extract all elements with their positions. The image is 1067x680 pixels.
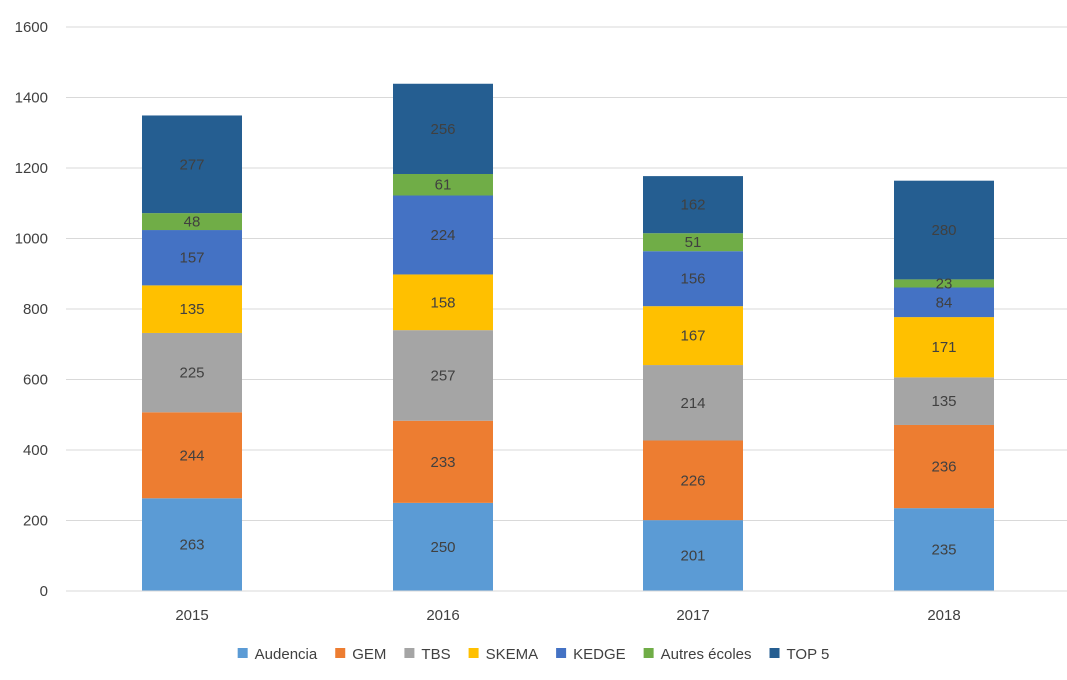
bar-segment — [894, 287, 994, 318]
legend-swatch — [556, 648, 567, 658]
data-label: 158 — [430, 294, 455, 311]
y-tick-label: 0 — [40, 583, 48, 600]
x-tick-label: 2017 — [676, 607, 709, 624]
legend: Audencia GEM TBS SKEMA KEDGE Autres écoles TOP… — [237, 646, 830, 663]
bar-segment — [393, 502, 493, 591]
bar-segment — [894, 508, 994, 591]
bar-segment — [142, 115, 242, 214]
bar-segment — [393, 173, 493, 196]
bar-segment — [894, 317, 994, 378]
bar-segment — [142, 230, 242, 286]
y-tick-label: 1600 — [15, 19, 48, 36]
data-label: 233 — [430, 454, 455, 471]
data-label: 225 — [179, 365, 204, 382]
legend-label: KEDGE — [573, 646, 626, 663]
y-tick-label: 200 — [23, 513, 48, 530]
bar-segment — [393, 83, 493, 174]
y-tick-label: 1400 — [15, 90, 48, 107]
data-label: 61 — [435, 177, 452, 194]
data-label: 201 — [680, 548, 705, 565]
bar-segment — [142, 285, 242, 333]
bar-segment — [393, 420, 493, 503]
bar-segment — [393, 274, 493, 331]
bar-segment — [643, 251, 743, 307]
data-label: 256 — [430, 121, 455, 138]
legend-label: TOP 5 — [787, 646, 830, 663]
bar-segment — [894, 424, 994, 509]
bar-segment — [643, 306, 743, 366]
x-tick-label: 2016 — [426, 607, 459, 624]
y-tick-label: 600 — [23, 372, 48, 389]
y-tick-label: 400 — [23, 442, 48, 459]
legend-label: SKEMA — [486, 646, 539, 663]
data-label: 277 — [179, 156, 204, 173]
bar-segment — [142, 498, 242, 591]
legend-swatch — [335, 648, 346, 658]
bar-segment — [142, 332, 242, 413]
data-label: 250 — [430, 539, 455, 556]
data-label: 48 — [184, 214, 201, 231]
legend-label: Autres écoles — [661, 646, 752, 663]
legend-label: TBS — [421, 646, 450, 663]
data-label: 157 — [179, 250, 204, 267]
legend-swatch — [468, 648, 479, 658]
legend-swatch — [237, 648, 248, 658]
y-tick-label: 1200 — [15, 160, 48, 177]
data-label: 226 — [680, 472, 705, 489]
data-label: 171 — [931, 339, 956, 356]
data-label: 84 — [936, 294, 953, 311]
legend-label: GEM — [352, 646, 386, 663]
axes: 0 200 400 600 800 1000 1200 1400 1600 2015 2016 201… — [15, 19, 1067, 624]
bar-segment — [643, 365, 743, 441]
bar-segment — [142, 412, 242, 499]
bar-segment — [894, 279, 994, 288]
bar-segment — [393, 195, 493, 275]
bar-segment — [643, 233, 743, 252]
data-label: 257 — [430, 367, 455, 384]
bar-segment — [894, 377, 994, 425]
bar-segment — [643, 440, 743, 521]
legend-swatch — [643, 648, 654, 658]
data-label: 280 — [931, 222, 956, 239]
data-label: 224 — [430, 227, 455, 244]
bars — [142, 83, 994, 591]
data-label: 23 — [936, 275, 953, 292]
x-tick-label: 2018 — [927, 607, 960, 624]
data-label: 162 — [680, 197, 705, 214]
data-label: 51 — [685, 234, 702, 251]
legend-label: Audencia — [255, 646, 318, 663]
data-label: 135 — [179, 301, 204, 318]
data-label: 236 — [931, 459, 956, 476]
bar-segment — [393, 330, 493, 421]
data-labels: 263 244 225 135 157 48 277 250 233 257 158 224 61 256… — [179, 121, 956, 565]
y-tick-label: 800 — [23, 301, 48, 318]
data-label: 263 — [179, 537, 204, 554]
bar-segment — [643, 520, 743, 591]
data-label: 135 — [931, 393, 956, 410]
bar-segment — [894, 180, 994, 280]
y-tick-label: 1000 — [15, 231, 48, 248]
data-label: 214 — [680, 395, 705, 412]
bar-segment — [142, 213, 242, 231]
legend-swatch — [404, 648, 415, 658]
data-label: 235 — [931, 542, 956, 559]
x-tick-label: 2015 — [175, 607, 208, 624]
data-label: 167 — [680, 328, 705, 345]
bar-segment — [643, 176, 743, 234]
data-label: 244 — [179, 447, 204, 464]
legend-swatch — [769, 648, 780, 658]
data-label: 156 — [680, 271, 705, 288]
